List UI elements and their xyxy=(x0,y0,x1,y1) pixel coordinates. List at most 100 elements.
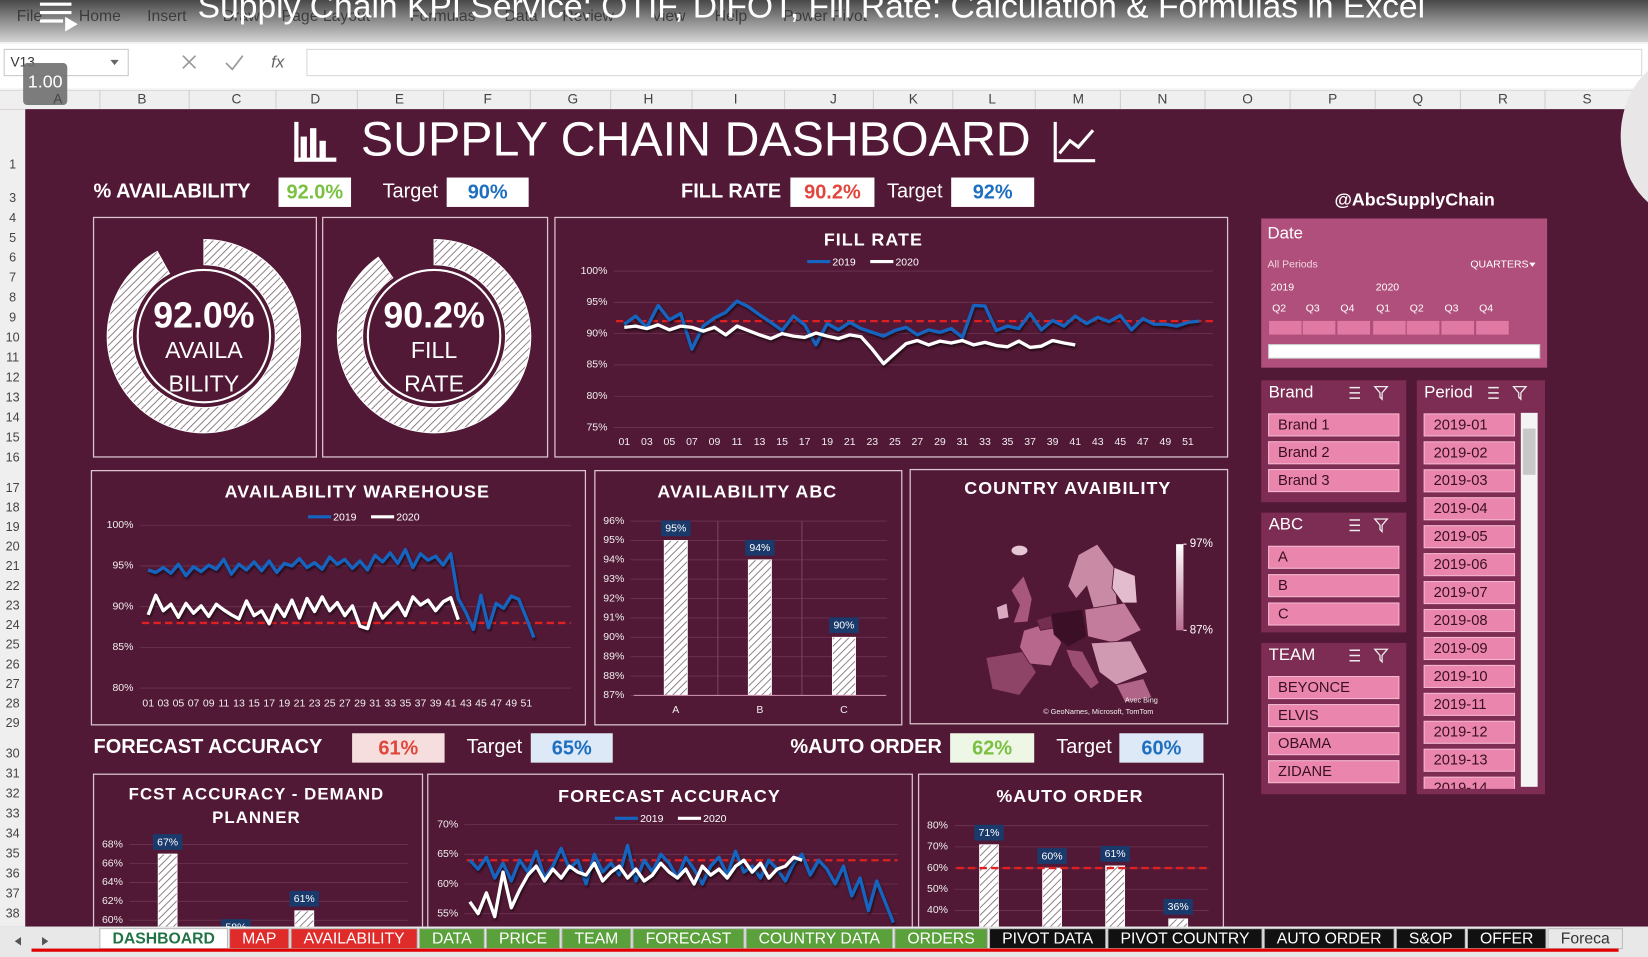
slicer-item[interactable] xyxy=(1423,776,1516,799)
slicer-item-label[interactable]: 2019-09 xyxy=(1434,641,1488,657)
row-header[interactable]: 4 xyxy=(9,211,16,225)
slicer-item-label[interactable]: C xyxy=(1278,606,1289,622)
column-header[interactable]: O xyxy=(1242,91,1253,106)
slicer-item-label[interactable]: OBAMA xyxy=(1278,736,1331,752)
slicer-item[interactable] xyxy=(1423,720,1516,744)
row-header[interactable]: 12 xyxy=(6,371,20,385)
slicer-item-label[interactable]: ZIDANE xyxy=(1278,764,1332,780)
slicer-item-label[interactable]: 2019-02 xyxy=(1434,445,1488,461)
slicer-item[interactable] xyxy=(1423,692,1516,716)
slicer-item[interactable] xyxy=(1268,545,1400,569)
slicer-item[interactable] xyxy=(1268,574,1400,598)
sheet-tab-label[interactable]: Foreca xyxy=(1561,930,1610,947)
slicer-item[interactable] xyxy=(1423,553,1516,577)
slicer-item-label[interactable]: 2019-04 xyxy=(1434,501,1488,517)
sheet-tab-label[interactable]: DASHBOARD xyxy=(112,930,214,947)
slicer-item-label[interactable]: 2019-08 xyxy=(1434,613,1488,629)
slicer-item-label[interactable]: 2019-01 xyxy=(1434,417,1488,433)
slicer-item[interactable] xyxy=(1423,748,1516,772)
sheet-tab-label[interactable]: S&OP xyxy=(1409,930,1453,947)
slicer-item-label[interactable]: Brand 3 xyxy=(1278,473,1330,489)
sheet-tab-label[interactable]: AVAILABILITY xyxy=(304,930,405,947)
row-header[interactable]: 21 xyxy=(6,559,20,573)
sheet-tab-label[interactable]: TEAM xyxy=(574,930,618,947)
row-header[interactable]: 20 xyxy=(6,540,20,554)
slicer-item[interactable] xyxy=(1268,413,1400,437)
row-header[interactable]: 26 xyxy=(6,657,20,671)
row-header[interactable]: 22 xyxy=(6,579,20,593)
slicer-item-label[interactable]: 2019-14 xyxy=(1434,781,1488,797)
timeline-block[interactable] xyxy=(1405,319,1441,336)
row-header[interactable]: 33 xyxy=(6,806,20,820)
slicer-item-label[interactable]: 2019-10 xyxy=(1434,669,1488,685)
slicer-item-label[interactable]: ELVIS xyxy=(1278,708,1319,724)
sheet-tab-label[interactable]: ORDERS xyxy=(907,930,974,947)
column-header[interactable]: L xyxy=(988,91,996,106)
timeline-block[interactable] xyxy=(1440,319,1476,336)
fx-button[interactable]: fx xyxy=(271,52,285,71)
column-header[interactable]: M xyxy=(1073,91,1084,106)
slicer-item-label[interactable]: Brand 1 xyxy=(1278,417,1330,433)
row-header[interactable]: 10 xyxy=(6,331,20,345)
sheet-tab-label[interactable]: PIVOT COUNTRY xyxy=(1121,930,1250,947)
slicer-item-label[interactable]: 2019-03 xyxy=(1434,473,1488,489)
row-header[interactable]: 16 xyxy=(6,450,20,464)
row-header[interactable]: 25 xyxy=(6,638,20,652)
slicer-item[interactable] xyxy=(1423,441,1516,465)
row-header[interactable]: 18 xyxy=(6,500,20,514)
slicer-item[interactable] xyxy=(1268,704,1400,728)
column-header[interactable]: A xyxy=(53,91,63,106)
slicer-item[interactable] xyxy=(1423,636,1516,661)
slicer-item-label[interactable]: 2019-05 xyxy=(1434,529,1488,545)
row-header[interactable]: 1 xyxy=(9,157,16,171)
column-header[interactable]: G xyxy=(567,91,578,106)
sheet-tab-label[interactable]: PRICE xyxy=(499,930,547,947)
row-header[interactable]: 7 xyxy=(9,271,16,285)
sheet-tab-label[interactable]: AUTO ORDER xyxy=(1277,930,1382,947)
slicer-item[interactable] xyxy=(1423,469,1516,493)
column-header[interactable]: S xyxy=(1582,91,1591,106)
timeline-block[interactable] xyxy=(1268,319,1303,336)
column-header[interactable]: C xyxy=(232,91,242,106)
formula-input[interactable] xyxy=(306,48,1643,77)
row-header[interactable]: 14 xyxy=(6,410,20,424)
row-header[interactable]: 31 xyxy=(6,767,20,781)
row-header[interactable]: 28 xyxy=(6,697,20,711)
timeline-block[interactable] xyxy=(1372,319,1407,336)
slicer-item-label[interactable]: Brand 2 xyxy=(1278,445,1330,461)
slicer-item[interactable] xyxy=(1268,602,1400,626)
multi-select-icon[interactable] xyxy=(1488,386,1499,399)
clear-filter-icon[interactable] xyxy=(1373,518,1389,534)
row-header[interactable]: 11 xyxy=(6,351,19,365)
column-header[interactable]: I xyxy=(734,91,738,106)
column-header[interactable]: J xyxy=(830,91,837,106)
row-header[interactable]: 19 xyxy=(6,520,20,534)
slicer-item[interactable] xyxy=(1268,469,1400,493)
slicer-item-label[interactable]: B xyxy=(1278,578,1288,594)
row-header[interactable]: 9 xyxy=(9,311,16,325)
row-header[interactable]: 3 xyxy=(9,191,16,205)
timeline-block[interactable] xyxy=(1336,319,1372,336)
clear-filter-icon[interactable] xyxy=(1512,385,1528,401)
column-header[interactable]: D xyxy=(310,91,320,106)
column-header[interactable]: F xyxy=(484,91,492,106)
row-header[interactable]: 32 xyxy=(6,787,20,801)
period-scroll-thumb[interactable] xyxy=(1522,428,1536,475)
row-header[interactable]: 13 xyxy=(6,390,20,404)
slicer-item[interactable] xyxy=(1423,608,1516,633)
timeline-block[interactable] xyxy=(1475,319,1510,336)
slicer-item[interactable] xyxy=(1423,525,1516,549)
column-header[interactable]: N xyxy=(1157,91,1167,106)
sheet-tab-label[interactable]: PIVOT DATA xyxy=(1002,930,1094,947)
column-header[interactable]: H xyxy=(644,91,654,106)
sheet-tab-label[interactable]: FORECAST xyxy=(646,930,732,947)
row-header[interactable]: 36 xyxy=(6,866,20,880)
sheet-tab-label[interactable]: COUNTRY DATA xyxy=(759,930,881,947)
row-header[interactable]: 8 xyxy=(9,291,16,305)
row-header[interactable]: 30 xyxy=(6,747,20,761)
row-header[interactable]: 29 xyxy=(6,716,20,730)
row-header[interactable]: 35 xyxy=(6,846,20,860)
slicer-item-label[interactable]: 2019-13 xyxy=(1434,753,1488,769)
row-header[interactable]: 15 xyxy=(6,430,20,444)
row-header[interactable]: 37 xyxy=(6,886,20,900)
